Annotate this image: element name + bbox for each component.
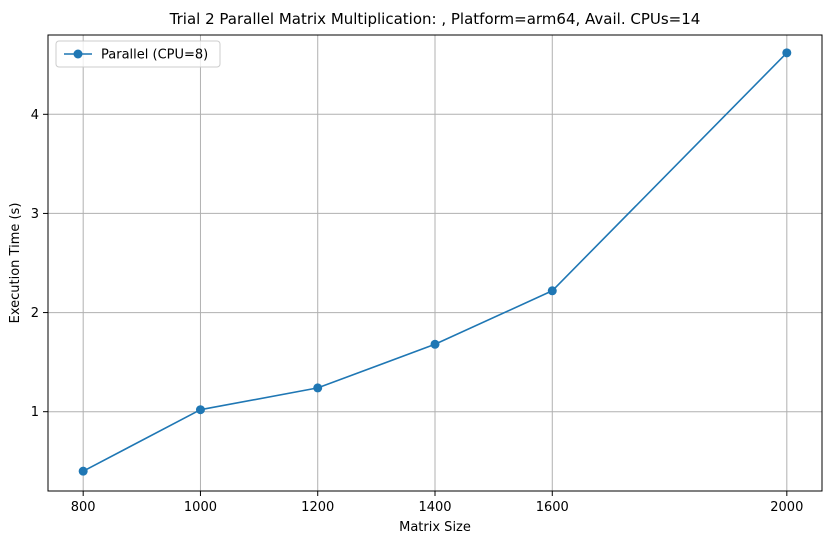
y-tick-label: 4	[31, 108, 39, 123]
x-tick-label: 1000	[184, 500, 217, 515]
tick-layer: 800 1000 1200 1400 1600 2000 1 2 3 4	[31, 108, 804, 515]
legend-label-parallel: Parallel (CPU=8)	[101, 48, 208, 63]
data-point	[195, 405, 205, 415]
legend-marker-swatch	[73, 49, 83, 59]
y-tick-label: 2	[31, 306, 39, 321]
series-layer	[78, 48, 792, 476]
legend: Parallel (CPU=8)	[55, 40, 221, 68]
x-tick-label: 2000	[770, 500, 803, 515]
data-point	[313, 383, 323, 393]
x-axis-label: Matrix Size	[399, 520, 471, 535]
x-tick-label: 1600	[536, 500, 569, 515]
x-tick-label: 1200	[301, 500, 334, 515]
data-point	[547, 286, 557, 296]
y-axis-label: Execution Time (s)	[8, 203, 23, 324]
grid	[48, 35, 822, 491]
series-line-parallel	[82, 52, 788, 472]
y-tick-label: 3	[31, 207, 39, 222]
x-tick-label: 800	[71, 500, 96, 515]
data-point	[78, 466, 88, 476]
x-tick-label: 1400	[418, 500, 451, 515]
data-point	[430, 339, 440, 349]
y-tick-label: 1	[31, 405, 39, 420]
chart-title: Trial 2 Parallel Matrix Multiplication: …	[169, 10, 701, 28]
legend-box	[55, 40, 221, 68]
data-point	[782, 48, 792, 58]
